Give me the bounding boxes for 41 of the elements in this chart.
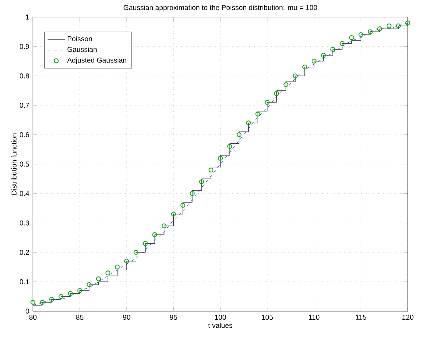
point	[190, 191, 195, 196]
point	[321, 53, 326, 58]
point	[180, 203, 186, 208]
point	[386, 24, 392, 29]
point	[162, 224, 167, 229]
point	[199, 180, 204, 185]
point	[368, 30, 373, 35]
point	[330, 47, 336, 52]
point	[265, 100, 270, 106]
point	[236, 132, 242, 138]
point	[78, 288, 82, 294]
point	[274, 91, 280, 96]
point	[396, 24, 402, 29]
point	[218, 156, 224, 162]
point	[115, 265, 120, 270]
point	[293, 74, 298, 79]
point	[30, 300, 36, 306]
point	[256, 112, 261, 117]
point	[358, 32, 364, 38]
point	[58, 294, 64, 300]
point	[284, 82, 289, 88]
point	[134, 250, 139, 256]
point	[377, 26, 382, 32]
point	[406, 20, 410, 26]
point	[228, 144, 232, 150]
point	[68, 291, 74, 296]
point	[340, 41, 345, 46]
point	[106, 270, 111, 276]
point	[49, 297, 54, 302]
point	[208, 168, 214, 173]
point	[124, 259, 130, 264]
point	[302, 65, 308, 70]
point	[246, 120, 252, 126]
point	[86, 282, 92, 288]
point	[349, 36, 354, 40]
point	[152, 232, 158, 238]
point	[96, 276, 102, 282]
point	[171, 212, 176, 217]
point	[312, 59, 317, 64]
point	[143, 241, 148, 246]
point	[40, 300, 45, 306]
